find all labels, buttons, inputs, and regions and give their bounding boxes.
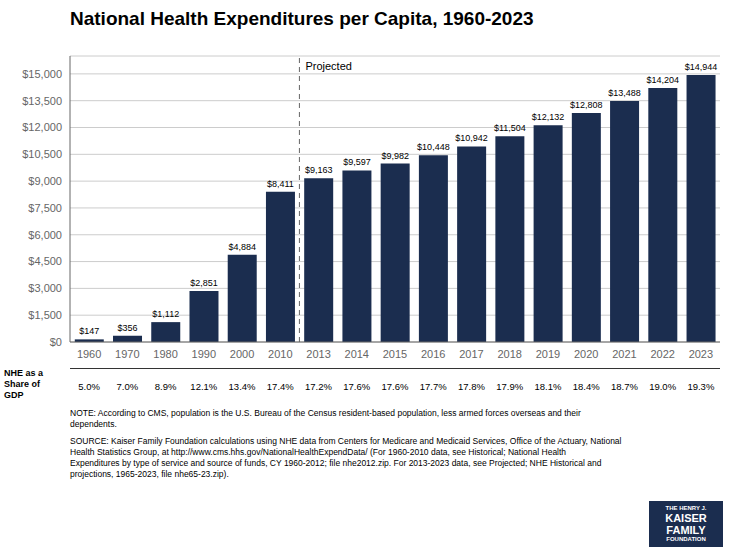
svg-text:$14,204: $14,204 (647, 75, 680, 85)
svg-text:$4,884: $4,884 (228, 242, 256, 252)
svg-text:2022: 2022 (650, 348, 674, 360)
svg-text:$10,500: $10,500 (22, 148, 62, 160)
svg-text:$9,163: $9,163 (305, 165, 333, 175)
html-text:17.6%: 17.6% (343, 380, 371, 392)
html-text:12.1%: 12.1% (190, 380, 218, 392)
html-text:FOUNDATION: FOUNDATION (666, 536, 706, 542)
svg-text:$356: $356 (117, 323, 137, 333)
svg-text:1960: 1960 (77, 348, 101, 360)
html-text:SOURCE: Kaiser Family Foundati: SOURCE: Kaiser Family Foundation calcula… (70, 436, 622, 479)
svg-text:2014: 2014 (345, 348, 369, 360)
svg-text:$9,982: $9,982 (381, 151, 409, 161)
html-text:National Health Expenditures p: National Health Expenditures per Capita,… (70, 8, 534, 29)
html-text:17.6%: 17.6% (381, 380, 409, 392)
html-text:18.7%: 18.7% (610, 380, 638, 392)
svg-text:$1,112: $1,112 (152, 309, 179, 319)
html-text:13.4%: 13.4% (228, 380, 256, 392)
svg-text:$12,808: $12,808 (570, 100, 603, 110)
html-text:7.0%: 7.0% (116, 380, 139, 392)
html-text:8.9%: 8.9% (154, 380, 177, 392)
html-text:17.7%: 17.7% (419, 380, 447, 392)
svg-text:$10,448: $10,448 (417, 142, 450, 152)
html-text:THE HENRY J.: THE HENRY J. (665, 505, 707, 511)
html-text:19.0%: 19.0% (649, 380, 677, 392)
svg-text:$12,132: $12,132 (532, 112, 565, 122)
html-text:19.3%: 19.3% (687, 380, 715, 392)
svg-text:2020: 2020 (574, 348, 598, 360)
html-text:18.4%: 18.4% (572, 380, 600, 392)
html-text:17.8%: 17.8% (458, 380, 485, 392)
svg-text:$10,942: $10,942 (455, 133, 488, 143)
svg-text:$4,500: $4,500 (28, 255, 62, 267)
html-text:FAMILY: FAMILY (666, 524, 706, 536)
svg-text:2016: 2016 (421, 348, 445, 360)
svg-text:$0: $0 (50, 336, 62, 348)
svg-text:$2,851: $2,851 (190, 278, 218, 288)
html-text:17.9%: 17.9% (496, 380, 524, 392)
html-text:5.0%: 5.0% (78, 380, 100, 392)
svg-text:$147: $147 (79, 326, 99, 336)
svg-text:$13,500: $13,500 (22, 95, 62, 107)
svg-text:$14,944: $14,944 (685, 62, 718, 72)
svg-text:$8,411: $8,411 (267, 179, 294, 189)
html-text:17.2%: 17.2% (305, 380, 332, 392)
svg-text:$3,000: $3,000 (28, 282, 62, 294)
svg-text:$13,488: $13,488 (608, 88, 641, 98)
svg-text:Projected: Projected (305, 60, 351, 72)
svg-text:2000: 2000 (230, 348, 254, 360)
svg-text:2017: 2017 (459, 348, 483, 360)
html-text:18.1%: 18.1% (534, 380, 562, 392)
svg-text:$12,000: $12,000 (22, 121, 62, 133)
html-text:17.4%: 17.4% (266, 380, 294, 392)
svg-text:$1,500: $1,500 (28, 309, 62, 321)
svg-text:$7,500: $7,500 (28, 202, 62, 214)
svg-text:2013: 2013 (306, 348, 330, 360)
svg-text:$9,000: $9,000 (28, 175, 62, 187)
svg-text:1970: 1970 (115, 348, 139, 360)
svg-text:$11,504: $11,504 (494, 123, 526, 133)
svg-text:2019: 2019 (536, 348, 560, 360)
html-text:NHE as a Share of GDP: NHE as a Share of GDP (4, 368, 43, 400)
svg-text:2018: 2018 (497, 348, 521, 360)
svg-text:2015: 2015 (383, 348, 407, 360)
svg-text:2010: 2010 (268, 348, 292, 360)
html-text:NOTE: According to CMS, popula: NOTE: According to CMS, population is th… (70, 408, 581, 429)
svg-text:1980: 1980 (153, 348, 177, 360)
svg-text:$9,597: $9,597 (343, 157, 371, 167)
html-text:KAISER: KAISER (665, 512, 707, 524)
svg-text:$6,000: $6,000 (28, 229, 62, 241)
svg-text:2023: 2023 (689, 348, 713, 360)
svg-text:$15,000: $15,000 (22, 68, 62, 80)
svg-text:1990: 1990 (192, 348, 216, 360)
svg-text:2021: 2021 (612, 348, 636, 360)
